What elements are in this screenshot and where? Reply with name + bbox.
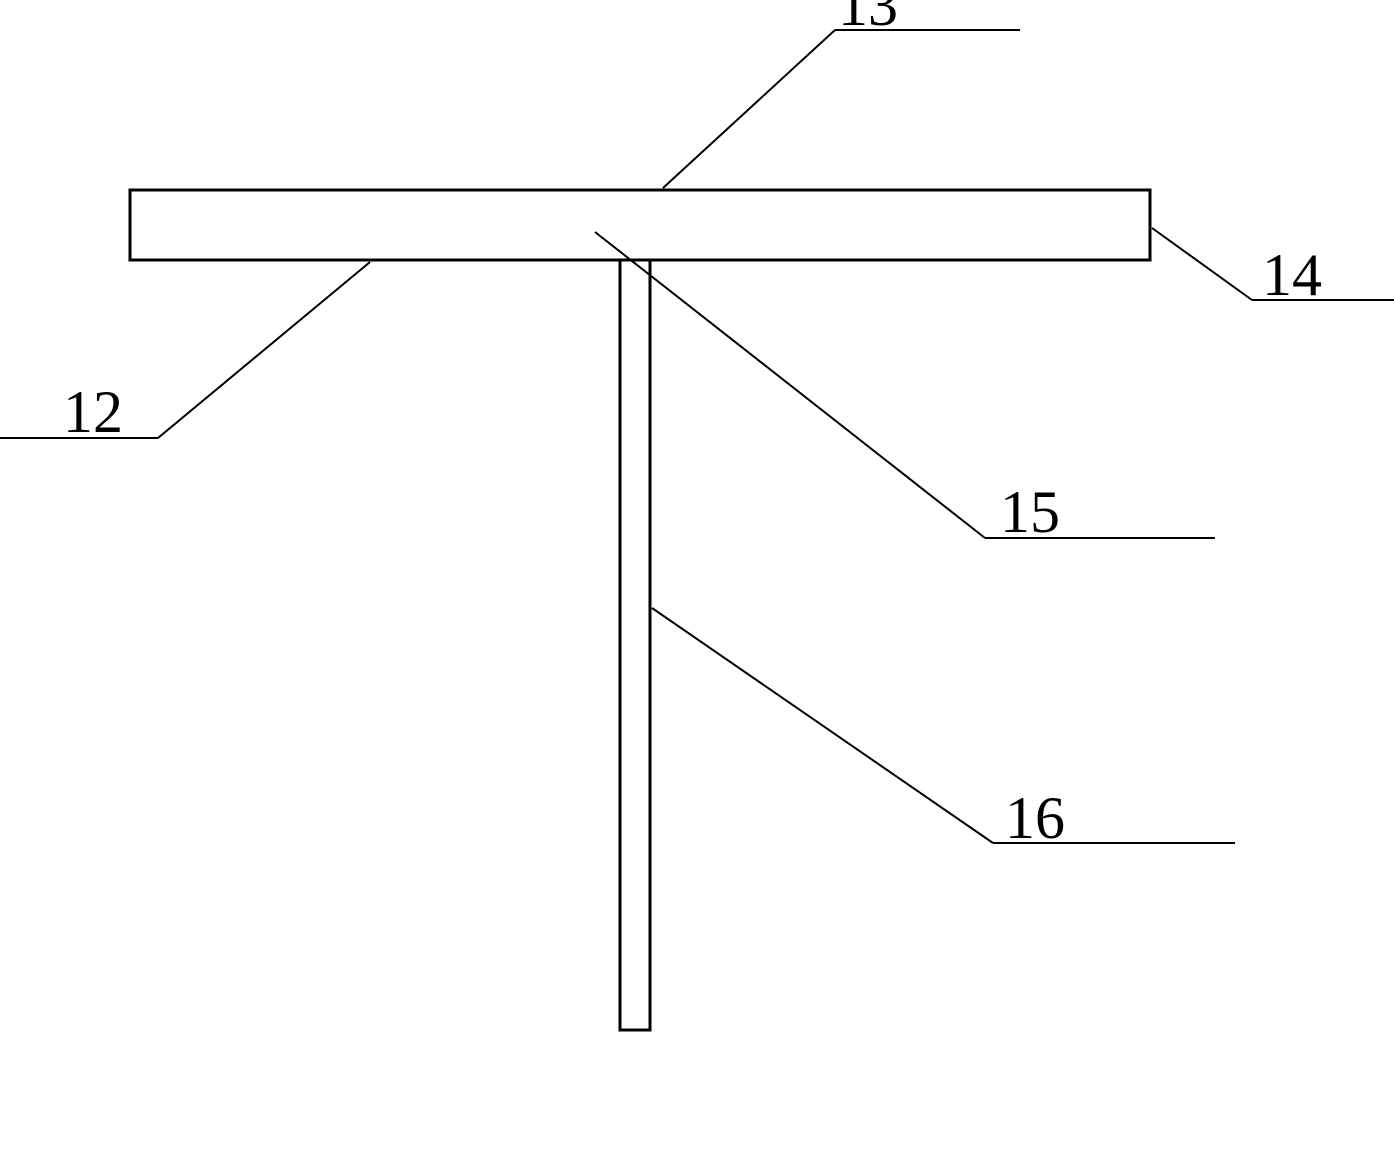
leader-line-13	[663, 30, 835, 188]
technical-diagram: 13 14 12 15 16	[0, 0, 1394, 1152]
label-13: 13	[838, 0, 898, 38]
horizontal-bar	[130, 190, 1150, 260]
diagram-svg: 13 14 12 15 16	[0, 0, 1394, 1152]
vertical-bar	[620, 260, 650, 1030]
leader-line-12	[158, 262, 370, 438]
label-12: 12	[63, 379, 123, 445]
leader-line-14	[1152, 228, 1252, 300]
label-15: 15	[1000, 479, 1060, 545]
leader-line-16	[652, 608, 993, 843]
label-14: 14	[1262, 242, 1322, 308]
leader-line-15	[595, 232, 985, 538]
label-16: 16	[1005, 785, 1065, 851]
